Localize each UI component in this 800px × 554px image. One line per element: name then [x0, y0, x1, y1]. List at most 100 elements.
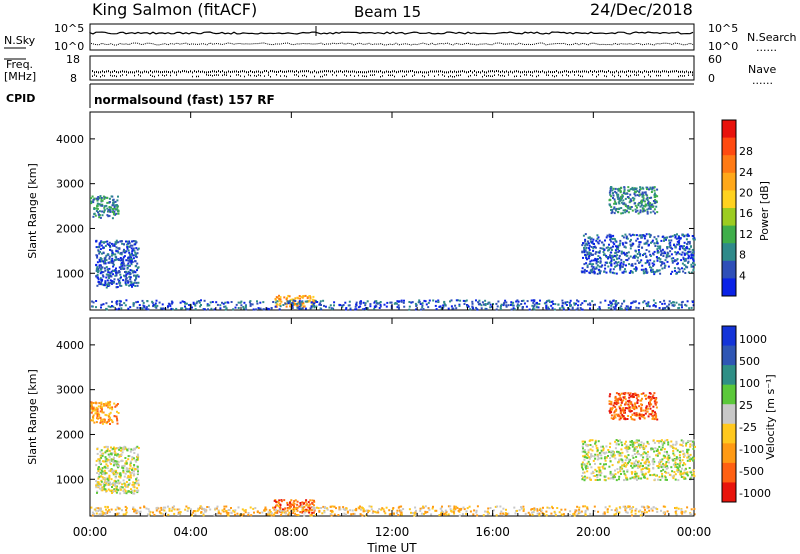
- power-echo-1: [105, 276, 108, 279]
- power-echo-5: [678, 241, 680, 244]
- velocity-echo-5: [667, 454, 670, 457]
- velocity-echo-4: [642, 392, 645, 395]
- power-echo-5: [691, 235, 694, 237]
- velocity-echo-4: [648, 397, 651, 400]
- power-echo-4: [619, 191, 622, 194]
- velocity-echo-3: [184, 508, 187, 511]
- power-echo-5: [686, 252, 689, 255]
- power-echo-5: [609, 237, 612, 239]
- freq-mark: [574, 71, 575, 74]
- freq-mark: [384, 71, 385, 74]
- velocity-echo-0: [107, 418, 110, 421]
- power-echo-1: [114, 269, 117, 272]
- power-echo-3: [374, 304, 377, 307]
- velocity-echo-4: [609, 408, 612, 411]
- power-echo-0: [92, 201, 95, 204]
- power-echo-5: [603, 248, 606, 251]
- power-echo-3: [355, 308, 358, 311]
- velocity-echo-3: [618, 506, 621, 509]
- velocity-echo-3: [472, 513, 475, 516]
- velocity-echo-1: [100, 449, 103, 452]
- velocity-echo-3: [168, 509, 171, 512]
- nave-mark: [536, 75, 537, 78]
- nave-mark: [222, 74, 223, 77]
- velocity-echo-1: [109, 489, 112, 492]
- velocity-echo-3: [456, 506, 459, 509]
- power-echo-1: [114, 270, 116, 273]
- power-echo-5: [687, 234, 690, 237]
- power-echo-1: [132, 257, 135, 260]
- power-echo-5: [593, 271, 596, 274]
- nave-mark: [468, 75, 469, 78]
- freq-mark: [348, 70, 349, 73]
- power-echo-5: [686, 233, 689, 236]
- power-echo-1: [104, 269, 107, 272]
- velocity-echo-3: [345, 513, 347, 516]
- power-echo-4: [613, 206, 616, 209]
- power-echo-5: [628, 271, 631, 274]
- power-echo-5: [668, 245, 671, 248]
- velocity-echo-2: [303, 502, 306, 505]
- velocity-echo-0: [105, 402, 108, 405]
- velocity-echo-4: [638, 405, 641, 408]
- velocity-echo-3: [304, 511, 306, 514]
- power-echo-4: [651, 188, 654, 191]
- power-echo-5: [631, 244, 634, 247]
- power-echo-1: [137, 281, 140, 284]
- power-echo-1: [95, 254, 98, 257]
- velocity-echo-3: [524, 512, 527, 515]
- power-colorbar-swatch: [722, 260, 736, 279]
- power-ytick-label: 4000: [56, 133, 84, 146]
- velocity-echo-4: [613, 414, 616, 417]
- velocity-echo-5: [617, 471, 620, 474]
- freq-mark: [200, 70, 201, 73]
- freq-mark: [630, 70, 631, 73]
- nave-mark: [164, 75, 165, 77]
- power-echo-4: [634, 210, 637, 213]
- velocity-echo-1: [129, 463, 132, 466]
- velocity-echo-3: [461, 513, 464, 516]
- power-echo-5: [685, 247, 687, 250]
- power-echo-3: [152, 303, 155, 306]
- velocity-echo-3: [153, 513, 156, 516]
- freq-mark: [368, 70, 369, 73]
- power-echo-5: [598, 250, 601, 253]
- power-echo-4: [612, 207, 615, 210]
- velocity-echo-1: [132, 470, 135, 472]
- velocity-echo-3: [164, 506, 167, 509]
- velocity-echo-3: [258, 511, 261, 514]
- power-echo-5: [692, 258, 695, 261]
- velocity-echo-5: [620, 473, 622, 475]
- velocity-echo-3: [399, 510, 402, 513]
- nave-mark: [596, 75, 597, 78]
- velocity-echo-5: [605, 451, 608, 454]
- power-echo-3: [203, 308, 206, 311]
- velocity-echo-1: [96, 452, 99, 455]
- power-colorbar-label: Power [dB]: [758, 181, 771, 241]
- power-echo-3: [402, 301, 405, 304]
- power-echo-1: [127, 259, 130, 262]
- velocity-echo-3: [545, 510, 548, 513]
- velocity-echo-1: [108, 484, 111, 486]
- power-echo-3: [115, 301, 118, 304]
- velocity-echo-5: [630, 464, 633, 467]
- power-echo-5: [658, 269, 661, 272]
- velocity-echo-3: [533, 508, 536, 511]
- power-echo-5: [689, 257, 692, 260]
- velocity-echo-3: [666, 510, 669, 513]
- freq-mark: [376, 70, 377, 73]
- power-echo-5: [604, 239, 606, 242]
- power-echo-1: [130, 256, 133, 259]
- nave-mark: [494, 74, 495, 76]
- power-echo-3: [354, 308, 357, 311]
- power-echo-3: [319, 302, 322, 305]
- power-echo-3: [424, 300, 427, 303]
- velocity-echo-3: [439, 507, 442, 510]
- velocity-echo-4: [627, 392, 630, 395]
- freq-mark: [590, 70, 591, 73]
- power-echo-2: [308, 295, 311, 297]
- velocity-echo-3: [578, 506, 581, 509]
- velocity-echo-1: [115, 491, 118, 494]
- power-echo-5: [594, 257, 597, 260]
- velocity-echo-3: [558, 511, 561, 514]
